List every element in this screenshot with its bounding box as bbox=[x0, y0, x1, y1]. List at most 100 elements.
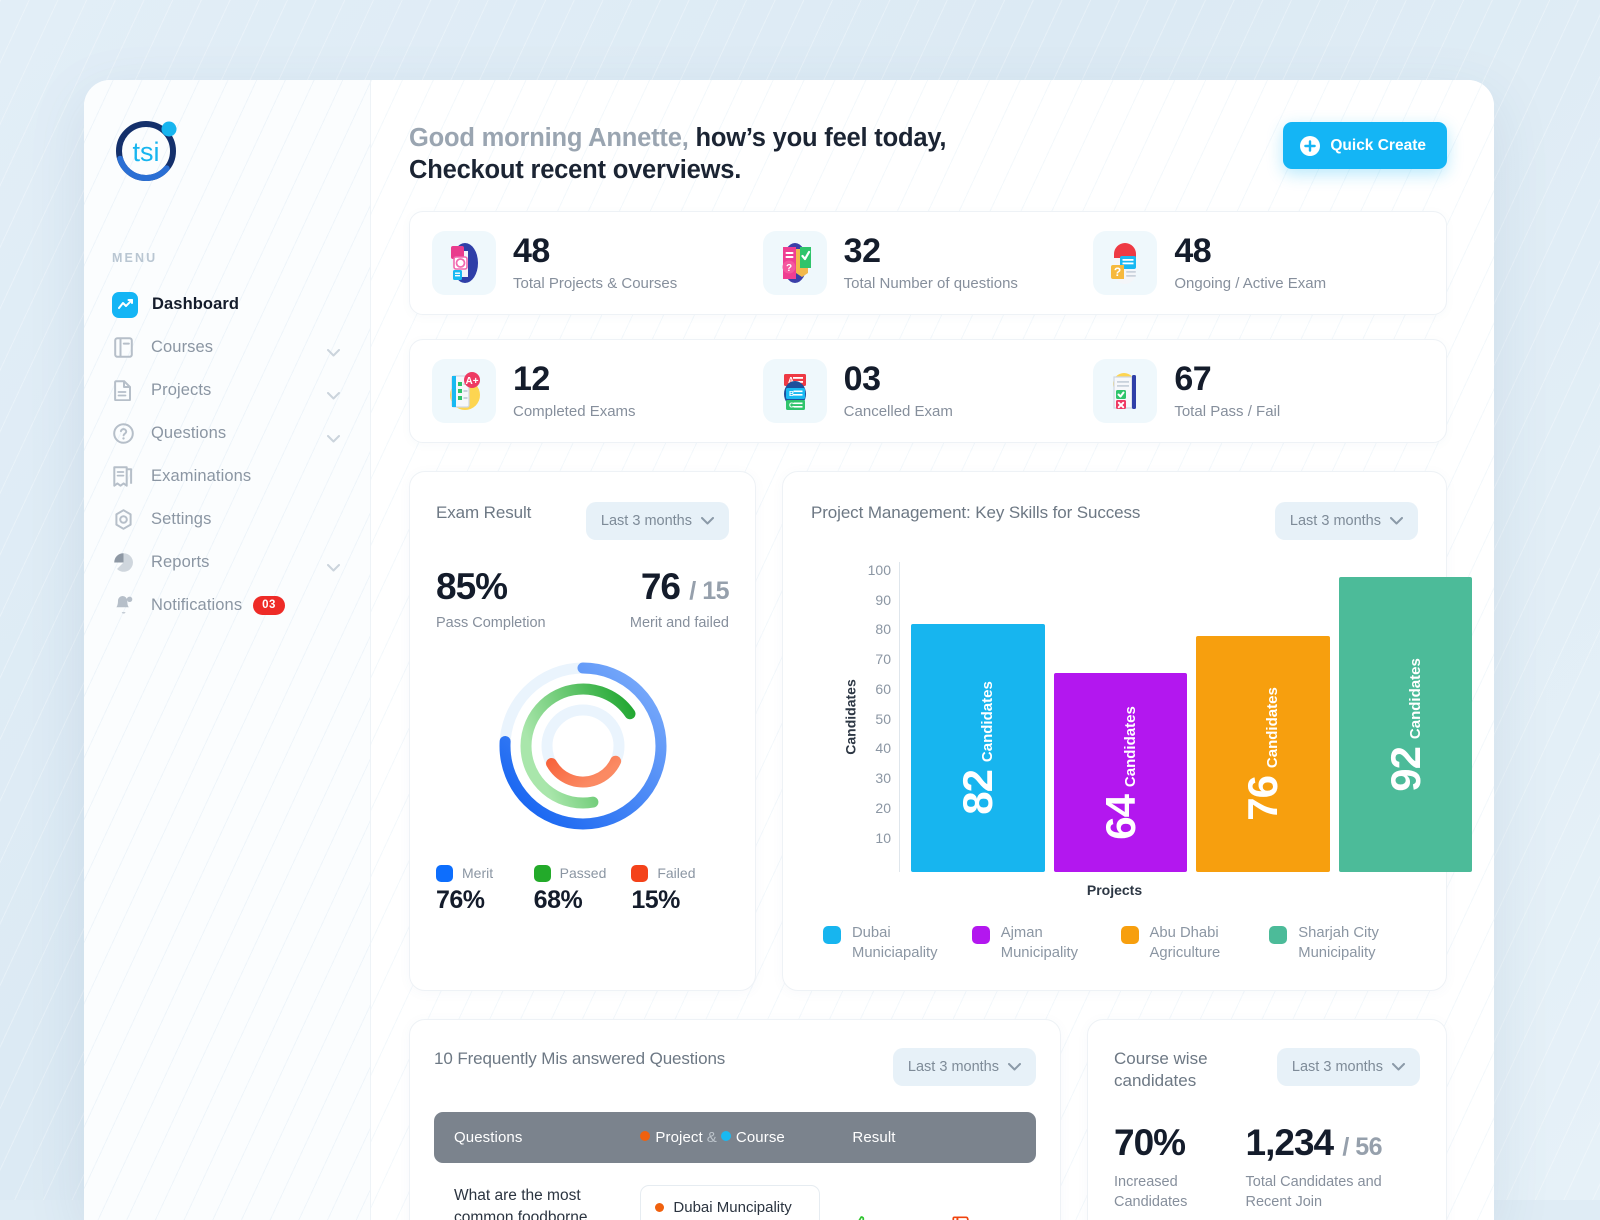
stat-value: 12 bbox=[513, 359, 550, 398]
projects-courses-icon bbox=[432, 230, 496, 295]
exam-result-legend: Merit 76% Passed 68% F bbox=[436, 864, 729, 915]
svg-text:tsi: tsi bbox=[133, 137, 160, 167]
sidebar-item-label: Notifications bbox=[151, 596, 243, 614]
sidebar-item-projects[interactable]: Projects bbox=[84, 369, 370, 412]
greeting-heading: Good morning Annette, how’s you feel tod… bbox=[409, 122, 1049, 187]
y-tick: 100 bbox=[867, 561, 891, 578]
bar-dubai[interactable]: 82 Candidates bbox=[911, 623, 1045, 872]
course-wise-period-dropdown[interactable]: Last 3 months bbox=[1276, 1047, 1420, 1086]
legend-label: Passed bbox=[559, 865, 607, 882]
bar-value: 82 bbox=[953, 769, 1001, 815]
sidebar-item-label: Reports bbox=[151, 553, 210, 571]
increased-candidates-value: 70% bbox=[1114, 1121, 1186, 1163]
svg-text:C: C bbox=[789, 402, 794, 409]
sidebar-item-questions[interactable]: Questions bbox=[84, 412, 370, 455]
result-group: 1,234 9,465 bbox=[852, 1185, 1020, 1220]
bar-unit: Candidates bbox=[1121, 705, 1139, 787]
y-tick: 90 bbox=[875, 591, 891, 608]
exam-result-donut-chart bbox=[436, 653, 729, 839]
chevron-down-icon[interactable] bbox=[327, 430, 340, 442]
thumbs-up-icon bbox=[852, 1215, 871, 1220]
questions-card-header: 10 Frequently Mis answered Questions Las… bbox=[434, 1047, 1036, 1086]
merit-value: 76 bbox=[640, 565, 681, 607]
bar-ajman[interactable]: 64 Candidates bbox=[1053, 673, 1188, 872]
column-project-label: Project bbox=[655, 1128, 703, 1146]
sidebar-item-courses[interactable]: Courses bbox=[84, 326, 370, 369]
stat-label: Total Number of questions bbox=[843, 274, 1018, 292]
legend-value: 68% bbox=[533, 885, 583, 914]
chevron-down-icon[interactable] bbox=[327, 559, 340, 571]
column-result: Result bbox=[836, 1111, 1036, 1163]
brand-logo[interactable]: tsi bbox=[84, 115, 370, 183]
chevron-down-icon bbox=[1390, 513, 1403, 529]
column-amp: & bbox=[706, 1128, 717, 1146]
bar-abu-dhabi[interactable]: 76 Candidates bbox=[1196, 636, 1330, 872]
bar-unit: Candidates bbox=[1406, 657, 1424, 739]
completed-exam-icon: A+ bbox=[432, 358, 496, 423]
course-wise-header: Course wise candidates Last 3 months bbox=[1114, 1047, 1420, 1092]
sidebar-item-settings[interactable]: Settings bbox=[84, 498, 370, 541]
merit-failed-metric: 76 / 15 Merit and failed bbox=[583, 568, 730, 631]
legend-color-swatch bbox=[533, 864, 551, 882]
bottom-row: 10 Frequently Mis answered Questions Las… bbox=[409, 1018, 1447, 1220]
table-row[interactable]: What are the most common foodborne illne… bbox=[434, 1163, 1036, 1220]
stat-label: Ongoing / Active Exam bbox=[1174, 274, 1327, 292]
plus-circle-icon bbox=[1300, 135, 1321, 156]
sidebar-item-examinations[interactable]: Examinations bbox=[84, 455, 370, 498]
pass-completion-value: 85% bbox=[436, 565, 508, 607]
increased-candidates-metric: 70% Increased Candidates bbox=[1114, 1124, 1228, 1213]
chip-item[interactable]: Dubai Muncipality bbox=[641, 1186, 819, 1220]
y-tick: 20 bbox=[875, 799, 891, 816]
bar-chart-plot: Candidates 100 90 80 70 60 50 40 30 20 1… bbox=[811, 561, 1473, 872]
exam-result-header: Exam Result Last 3 months bbox=[436, 501, 729, 540]
table-body: What are the most common foodborne illne… bbox=[434, 1163, 1036, 1220]
course-wise-candidates-card: Course wise candidates Last 3 months 70%… bbox=[1087, 1018, 1447, 1220]
y-axis-line bbox=[899, 561, 900, 872]
chip-dot-icon bbox=[655, 1202, 665, 1212]
questions-table: Questions Project & Course Result What are… bbox=[434, 1111, 1036, 1220]
sidebar-item-notifications[interactable]: Notifications 03 bbox=[84, 584, 370, 627]
chevron-down-icon[interactable] bbox=[327, 387, 340, 399]
bar-unit: Candidates bbox=[978, 680, 996, 762]
sidebar-item-dashboard[interactable]: Dashboard bbox=[84, 283, 370, 326]
merit-sub-value: / 15 bbox=[689, 576, 729, 605]
bar-card-period-dropdown[interactable]: Last 3 months bbox=[1274, 501, 1418, 540]
legend-color-swatch bbox=[1269, 925, 1288, 944]
chip-group: Dubai Muncipality bbox=[640, 1184, 821, 1220]
quick-create-button[interactable]: Quick Create bbox=[1283, 122, 1447, 169]
chevron-down-icon[interactable] bbox=[327, 344, 340, 356]
cell-project-course: Dubai Muncipality bbox=[624, 1163, 836, 1220]
legend-item-failed: Failed 15% bbox=[631, 864, 729, 915]
y-tick: 30 bbox=[875, 770, 891, 787]
column-project-course: Project & Course bbox=[624, 1111, 837, 1163]
stat-total-questions: ? 32 Total Number of questions bbox=[762, 230, 1094, 295]
y-axis-ticks: 100 90 80 70 60 50 40 30 20 10 bbox=[857, 562, 891, 872]
chevron-down-icon bbox=[701, 513, 714, 529]
sidebar-item-reports[interactable]: Reports bbox=[84, 541, 370, 584]
exam-result-metrics: 85% Pass Completion 76 / 15 Merit and fa… bbox=[436, 568, 729, 631]
document-icon bbox=[112, 380, 134, 402]
total-candidates-metric: 1,234 / 56 Total Candidates and Recent J… bbox=[1246, 1124, 1420, 1213]
legend-color-swatch bbox=[971, 925, 990, 944]
total-candidates-value: 1,234 bbox=[1245, 1121, 1335, 1163]
svg-text:A+: A+ bbox=[465, 376, 478, 387]
dropdown-label: Last 3 months bbox=[600, 512, 692, 529]
x-axis-label: Projects bbox=[1086, 881, 1143, 898]
questions-period-dropdown[interactable]: Last 3 months bbox=[892, 1047, 1036, 1086]
bar-card-title: Project Management: Key Skills for Succe… bbox=[811, 502, 1141, 522]
sidebar-item-label: Examinations bbox=[151, 467, 252, 485]
stats-row-primary: 48 Total Projects & Courses ? bbox=[409, 210, 1447, 315]
legend-label: Merit bbox=[462, 865, 494, 882]
y-tick: 80 bbox=[875, 621, 891, 638]
exam-sheet-icon bbox=[112, 466, 134, 488]
quick-create-label: Quick Create bbox=[1330, 136, 1426, 154]
legend-color-swatch bbox=[1120, 925, 1139, 944]
bar-sharjah[interactable]: 92 Candidates bbox=[1338, 577, 1473, 872]
increased-candidates-caption: Increased Candidates bbox=[1114, 1173, 1188, 1211]
greeting-muted-text: Good morning Annette, bbox=[409, 124, 689, 152]
exam-result-title: Exam Result bbox=[436, 502, 532, 522]
exam-result-period-dropdown[interactable]: Last 3 months bbox=[585, 501, 729, 540]
stat-value: 67 bbox=[1174, 359, 1212, 398]
sidebar: tsi MENU Dashboard Courses bbox=[84, 80, 371, 1220]
active-exam-icon: ? bbox=[1093, 230, 1158, 295]
